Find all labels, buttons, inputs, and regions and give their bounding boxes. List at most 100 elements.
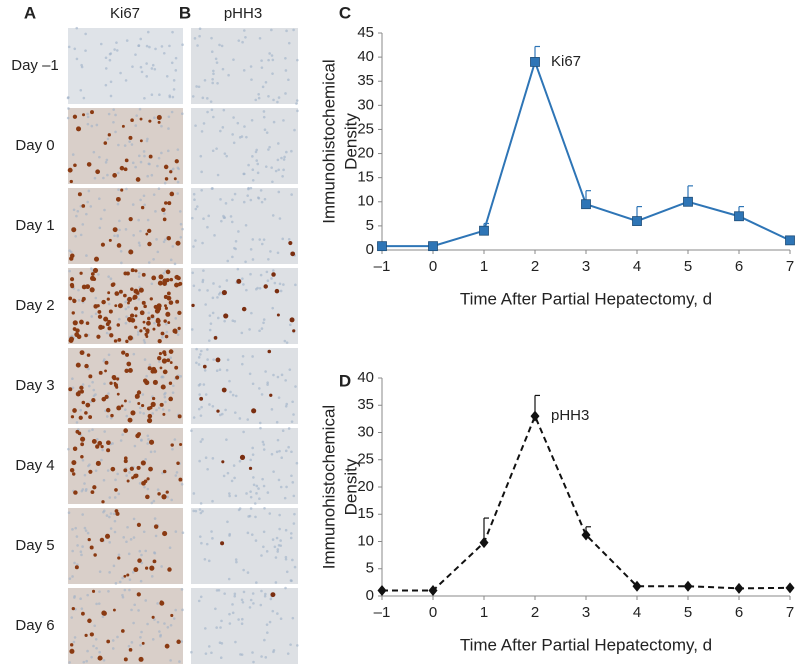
- nucleus: [207, 339, 211, 342]
- nucleus: [276, 100, 279, 104]
- micrograph: [190, 267, 298, 344]
- nucleus: [212, 72, 215, 76]
- nucleus: [98, 226, 102, 230]
- stained-nucleus: [93, 553, 97, 557]
- stained-nucleus: [112, 173, 118, 178]
- nucleus: [170, 110, 174, 114]
- stained-nucleus: [202, 364, 207, 369]
- nucleus: [90, 655, 93, 659]
- nucleus: [116, 202, 120, 206]
- stained-nucleus: [169, 170, 173, 174]
- nucleus: [208, 328, 212, 332]
- stained-nucleus: [101, 500, 105, 504]
- stained-nucleus: [123, 167, 128, 172]
- stained-nucleus: [167, 321, 171, 324]
- nucleus: [117, 492, 121, 496]
- nucleus: [142, 530, 146, 534]
- nucleus: [116, 234, 119, 237]
- stained-nucleus: [150, 369, 155, 374]
- y-tick-label: 40: [357, 369, 374, 386]
- stained-nucleus: [267, 349, 272, 354]
- nucleus: [202, 269, 205, 272]
- stained-nucleus: [105, 407, 111, 413]
- micrograph: [191, 347, 298, 425]
- nucleus: [71, 377, 74, 381]
- line: [382, 58, 791, 248]
- nucleus: [259, 426, 262, 430]
- nucleus: [152, 258, 155, 261]
- nucleus: [288, 368, 292, 371]
- nucleus: [232, 58, 235, 61]
- nucleus: [192, 416, 196, 419]
- nucleus: [109, 277, 113, 280]
- panel-label: B: [179, 3, 191, 22]
- stained-nucleus: [75, 429, 80, 434]
- y-axis-label: Density: [341, 113, 360, 170]
- nucleus: [258, 329, 261, 333]
- nucleus: [109, 527, 113, 530]
- stained-nucleus: [75, 328, 80, 333]
- nucleus: [106, 137, 110, 141]
- nucleus: [81, 311, 84, 314]
- stained-nucleus: [164, 334, 169, 339]
- nucleus: [83, 526, 87, 530]
- nucleus: [207, 214, 211, 218]
- stained-nucleus: [126, 573, 130, 577]
- stained-nucleus: [90, 272, 95, 276]
- nucleus: [176, 333, 180, 336]
- stained-nucleus: [161, 385, 165, 389]
- stained-nucleus: [220, 541, 225, 546]
- panel-label: D: [339, 371, 351, 390]
- nucleus: [233, 594, 237, 598]
- nucleus: [199, 502, 203, 505]
- stained-nucleus: [115, 385, 119, 389]
- nucleus: [146, 622, 149, 626]
- nucleus: [156, 250, 160, 254]
- nucleus: [225, 438, 228, 441]
- stained-nucleus: [166, 235, 171, 241]
- nucleus: [278, 217, 282, 220]
- nucleus: [273, 281, 277, 285]
- nucleus: [197, 407, 201, 411]
- nucleus: [215, 589, 219, 592]
- nucleus: [128, 578, 132, 581]
- nucleus: [203, 78, 207, 82]
- stained-nucleus: [158, 352, 163, 356]
- nucleus: [139, 160, 143, 164]
- nucleus: [215, 626, 218, 629]
- nucleus: [156, 602, 159, 605]
- nucleus: [143, 341, 147, 344]
- nucleus: [80, 607, 84, 610]
- nucleus: [259, 189, 263, 192]
- nucleus: [201, 438, 204, 441]
- nucleus: [117, 317, 121, 321]
- stained-nucleus: [123, 574, 127, 578]
- nucleus: [79, 597, 82, 601]
- nucleus: [82, 96, 86, 100]
- nucleus: [271, 306, 275, 310]
- micrograph: [191, 27, 299, 105]
- nucleus: [145, 374, 148, 378]
- nucleus: [161, 336, 164, 339]
- nucleus: [120, 261, 123, 265]
- y-tick-label: 40: [357, 48, 374, 65]
- nucleus: [132, 233, 135, 237]
- nucleus: [155, 238, 158, 241]
- stained-nucleus: [78, 415, 83, 420]
- stained-nucleus: [123, 293, 127, 298]
- nucleus: [143, 154, 146, 158]
- stained-nucleus: [92, 267, 99, 273]
- nucleus: [76, 209, 80, 213]
- nucleus: [238, 507, 242, 510]
- nucleus: [95, 646, 98, 650]
- stained-nucleus: [68, 338, 74, 343]
- micrograph-bg: [191, 348, 298, 424]
- stained-nucleus: [148, 466, 153, 472]
- micrograph: [68, 267, 183, 344]
- nucleus: [142, 339, 146, 342]
- nucleus: [251, 446, 254, 450]
- nucleus: [267, 58, 270, 62]
- nucleus: [75, 26, 79, 30]
- nucleus: [206, 97, 209, 100]
- nucleus: [138, 411, 142, 414]
